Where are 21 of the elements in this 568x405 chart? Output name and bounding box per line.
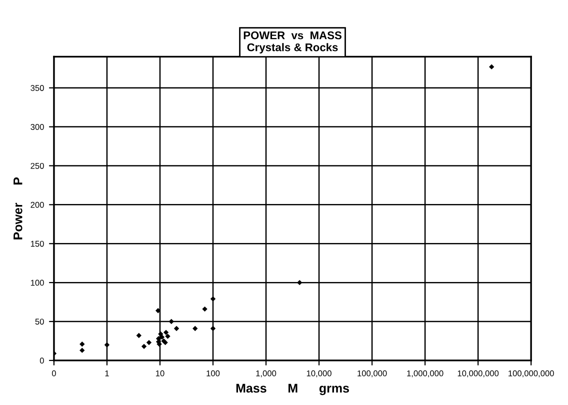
y-tick-label: 100 [30, 280, 44, 286]
y-tick-label: 350 [30, 85, 44, 91]
y-tick-label: 300 [30, 124, 44, 130]
y-tick-label: 250 [30, 162, 44, 169]
x-tick-label: 100,000,000 [508, 370, 554, 378]
y-tick-label: 0 [40, 358, 44, 364]
x-tick-label: 1,000 [256, 370, 276, 378]
chart-title: POWER vs MASS Crystals & Rocks [244, 31, 342, 54]
x-tick-label: 10,000 [306, 370, 332, 378]
y-tick-label: 200 [30, 202, 44, 208]
x-tick-label: 1 [105, 370, 109, 376]
x-tick-label: 0 [52, 370, 56, 376]
x-tick-label: 10 [156, 370, 164, 376]
x-tick-label: 100,000 [358, 370, 387, 378]
y-axis-title: Power P [14, 177, 22, 240]
x-axis-title: Mass M grms [236, 384, 349, 396]
y-tick-label: 150 [30, 240, 44, 247]
y-tick-label: 50 [35, 318, 44, 325]
x-tick-label: 100 [206, 370, 220, 376]
x-tick-label: 10,000,000 [458, 370, 499, 378]
x-tick-label: 1,000,000 [407, 370, 444, 378]
